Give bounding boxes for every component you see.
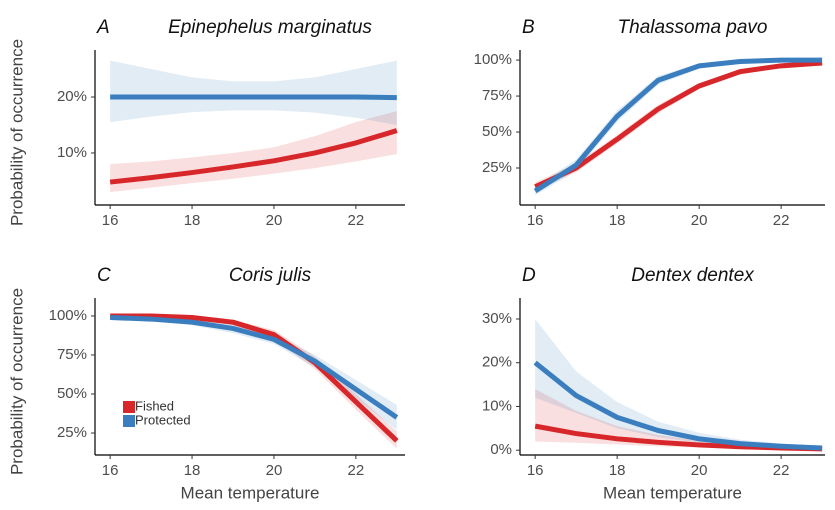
x-tick-label: 22 [348, 462, 365, 479]
series-line [534, 60, 823, 189]
series-line [533, 57, 823, 194]
y-tick-label: 20% [57, 88, 87, 105]
panel-letter: C [97, 265, 111, 286]
y-tick-label: 20% [482, 354, 512, 371]
legend-swatch [123, 415, 135, 427]
legend-label: Protected [135, 412, 191, 427]
x-tick-label: 16 [527, 462, 544, 479]
panel: B Thalassoma pavo 25% 50% 75% 100% 16 18 20 22 [474, 17, 825, 229]
x-tick-label: 20 [266, 462, 283, 479]
panel-letter: D [522, 265, 536, 286]
series-line [110, 313, 399, 443]
x-tick-label: 22 [348, 212, 365, 229]
y-tick-label: 10% [57, 144, 87, 161]
x-tick-label: 22 [773, 212, 790, 229]
confidence-band [110, 60, 397, 125]
y-tick-label: 75% [482, 87, 512, 104]
legend-swatch [123, 401, 135, 413]
y-axis-label: Probability of occurrence [7, 288, 26, 475]
panel-title: Thalassoma pavo [618, 17, 768, 38]
confidence-band [535, 388, 823, 450]
panel-title: Dentex dentex [631, 265, 755, 286]
x-tick-label: 20 [691, 462, 708, 479]
x-tick-label: 18 [184, 212, 201, 229]
x-tick-label: 20 [266, 212, 283, 229]
panel: A Epinephelus marginatus 10% 20% 16 18 20 22 Pro… [7, 17, 405, 229]
y-tick-label: 25% [57, 424, 87, 441]
y-tick-label: 50% [57, 385, 87, 402]
y-tick-label: 50% [482, 123, 512, 140]
x-tick-label: 20 [691, 212, 708, 229]
panel: C Coris julis 25% 50% 75% 100% 16 18 20 22 Probabi… [7, 265, 405, 502]
y-tick-label: 0% [490, 441, 512, 458]
confidence-band [535, 60, 823, 196]
confidence-band [535, 318, 823, 450]
y-tick-label: 25% [482, 159, 512, 176]
y-tick-label: 30% [482, 310, 512, 327]
y-tick-label: 10% [482, 397, 512, 414]
x-tick-label: 18 [184, 462, 201, 479]
series-line [533, 360, 823, 451]
panel-letter: A [96, 17, 110, 38]
y-tick-label: 100% [49, 307, 87, 324]
legend-label: Fished [135, 398, 174, 413]
x-tick-label: 18 [609, 462, 626, 479]
x-tick-label: 16 [102, 212, 119, 229]
panel-letter: B [522, 17, 535, 38]
series-line [110, 315, 399, 420]
x-axis-label: Mean temperature [603, 483, 742, 502]
panel-title: Epinephelus marginatus [168, 17, 372, 38]
x-tick-label: 16 [102, 462, 119, 479]
y-axis-label: Probability of occurrence [7, 39, 26, 226]
series-line [109, 128, 398, 185]
confidence-band [110, 315, 397, 430]
x-tick-label: 16 [527, 212, 544, 229]
panel: D Dentex dentex 0% 10% 20% 30% 16 18 20 22 Mean te… [482, 265, 825, 502]
y-tick-label: 75% [57, 346, 87, 363]
y-tick-label: 100% [474, 51, 512, 68]
confidence-band [535, 61, 823, 192]
panel-title: Coris julis [229, 265, 312, 286]
x-tick-label: 22 [773, 462, 790, 479]
x-axis-label: Mean temperature [181, 483, 320, 502]
series-line [110, 94, 397, 101]
confidence-band [110, 110, 397, 193]
confidence-band [110, 315, 397, 449]
x-tick-label: 18 [609, 212, 626, 229]
